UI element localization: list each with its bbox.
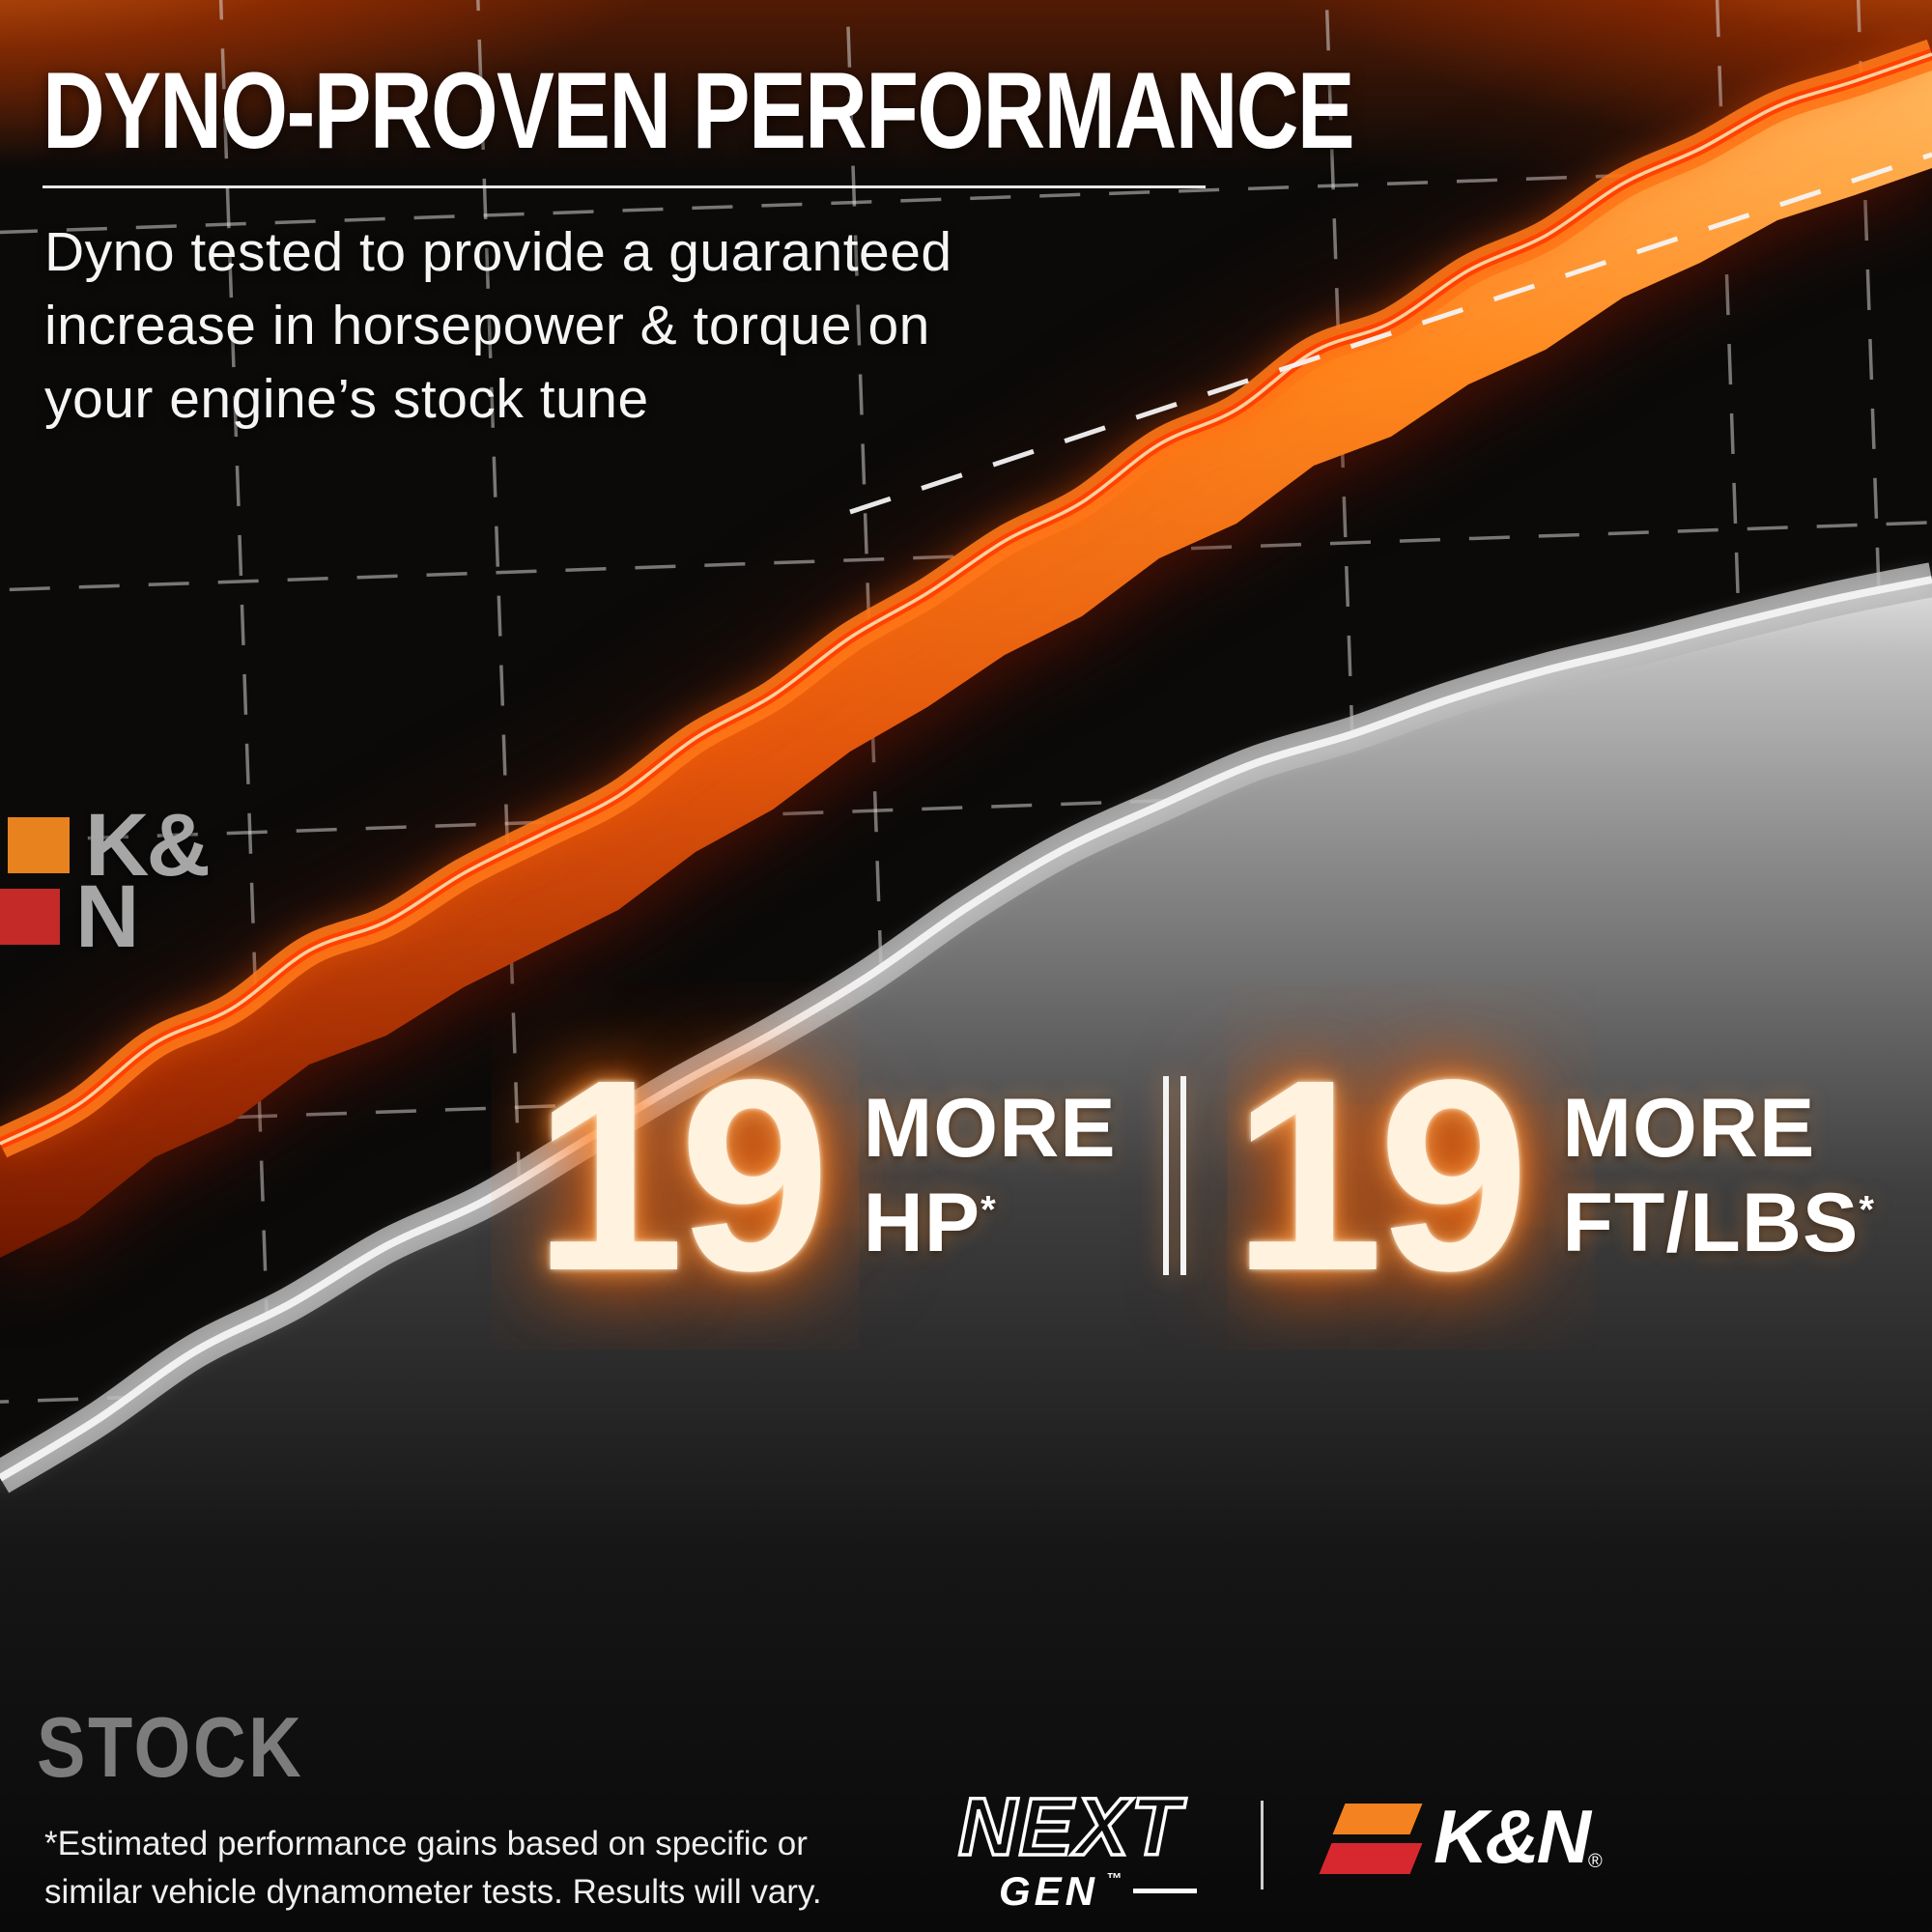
nextgen-logo-subrow: GEN ™ xyxy=(999,1867,1198,1914)
nextgen-logo-tm: ™ xyxy=(1106,1870,1122,1888)
nextgen-logo-underline xyxy=(1133,1889,1198,1894)
kn-watermark-row-top: K& xyxy=(0,801,211,890)
kn-watermark-text-top: K& xyxy=(85,796,211,895)
kn-logo-stripes xyxy=(1319,1800,1423,1874)
page-title: DYNO-PROVEN PERFORMANCE xyxy=(43,50,1355,171)
kn-logo-registered-mark: ® xyxy=(1588,1851,1603,1872)
kn-logo-text: K&N xyxy=(1434,1794,1591,1879)
stat-torque-unit: FT/LBS* xyxy=(1562,1181,1875,1264)
kn-watermark-text-bottom: N xyxy=(75,867,139,966)
stat-hp-labels: MORE HP* xyxy=(864,1087,1117,1264)
stock-curve-edge xyxy=(0,576,1932,1482)
kn-watermark-red-block-icon xyxy=(0,889,60,945)
nextgen-logo-wordmark: NEXT xyxy=(956,1781,1183,1872)
kn-logo: K&N ® xyxy=(1319,1799,1603,1874)
kn-curve-band xyxy=(0,54,1932,1258)
kn-watermark-orange-block-icon xyxy=(8,817,70,873)
subtitle-line-2: increase in horsepower & torque on xyxy=(44,294,930,356)
stats-divider xyxy=(1162,1076,1186,1275)
stat-hp-unit: HP* xyxy=(864,1181,1117,1264)
kn-watermark-row-bottom: N xyxy=(0,872,208,961)
stat-torque-unit-text: FT/LBS xyxy=(1562,1177,1860,1269)
stat-torque: 19 MORE FT/LBS* xyxy=(1233,1039,1875,1312)
stock-curve-area xyxy=(0,580,1932,1932)
subtitle-line-3: your engine’s stock tune xyxy=(44,367,649,430)
stat-torque-footnote-marker: * xyxy=(1859,1188,1875,1232)
stat-hp-qualifier: MORE xyxy=(863,1082,1117,1175)
stat-torque-labels: MORE FT/LBS* xyxy=(1562,1087,1875,1264)
footnote-line-1: *Estimated performance gains based on sp… xyxy=(44,1825,808,1862)
performance-stats: 19 MORE HP* 19 MORE FT/LBS* xyxy=(533,1039,1875,1312)
kn-logo-orange-stripe-icon xyxy=(1332,1803,1423,1834)
kn-curve-highlight xyxy=(0,52,1932,1146)
title-divider xyxy=(43,185,1206,188)
subtitle-line-1: Dyno tested to provide a guaranteed xyxy=(44,221,952,283)
stat-torque-value: 19 xyxy=(1232,1023,1530,1327)
subtitle: Dyno tested to provide a guaranteed incr… xyxy=(44,216,952,436)
nextgen-logo: NEXT GEN ™ xyxy=(956,1781,1198,1914)
stock-curve-label: STOCK xyxy=(37,1699,304,1795)
stat-hp-value: 19 xyxy=(533,1023,831,1327)
stat-torque-qualifier: MORE xyxy=(1562,1082,1816,1175)
footnote-line-2: similar vehicle dynamometer tests. Resul… xyxy=(44,1872,822,1911)
stat-horsepower: 19 MORE HP* xyxy=(533,1039,1117,1312)
nextgen-logo-gen: GEN xyxy=(999,1867,1099,1914)
reference-dashed-line xyxy=(849,152,1932,515)
footnote: *Estimated performance gains based on sp… xyxy=(44,1820,822,1916)
kn-logo-red-stripe-icon xyxy=(1319,1842,1423,1874)
stat-hp-footnote-marker: * xyxy=(980,1188,997,1232)
logo-divider xyxy=(1261,1801,1264,1889)
kn-logo-text-wrap: K&N ® xyxy=(1434,1799,1603,1874)
stat-hp-unit-text: HP xyxy=(863,1177,981,1269)
kn-watermark-logo: K& N xyxy=(0,801,211,961)
